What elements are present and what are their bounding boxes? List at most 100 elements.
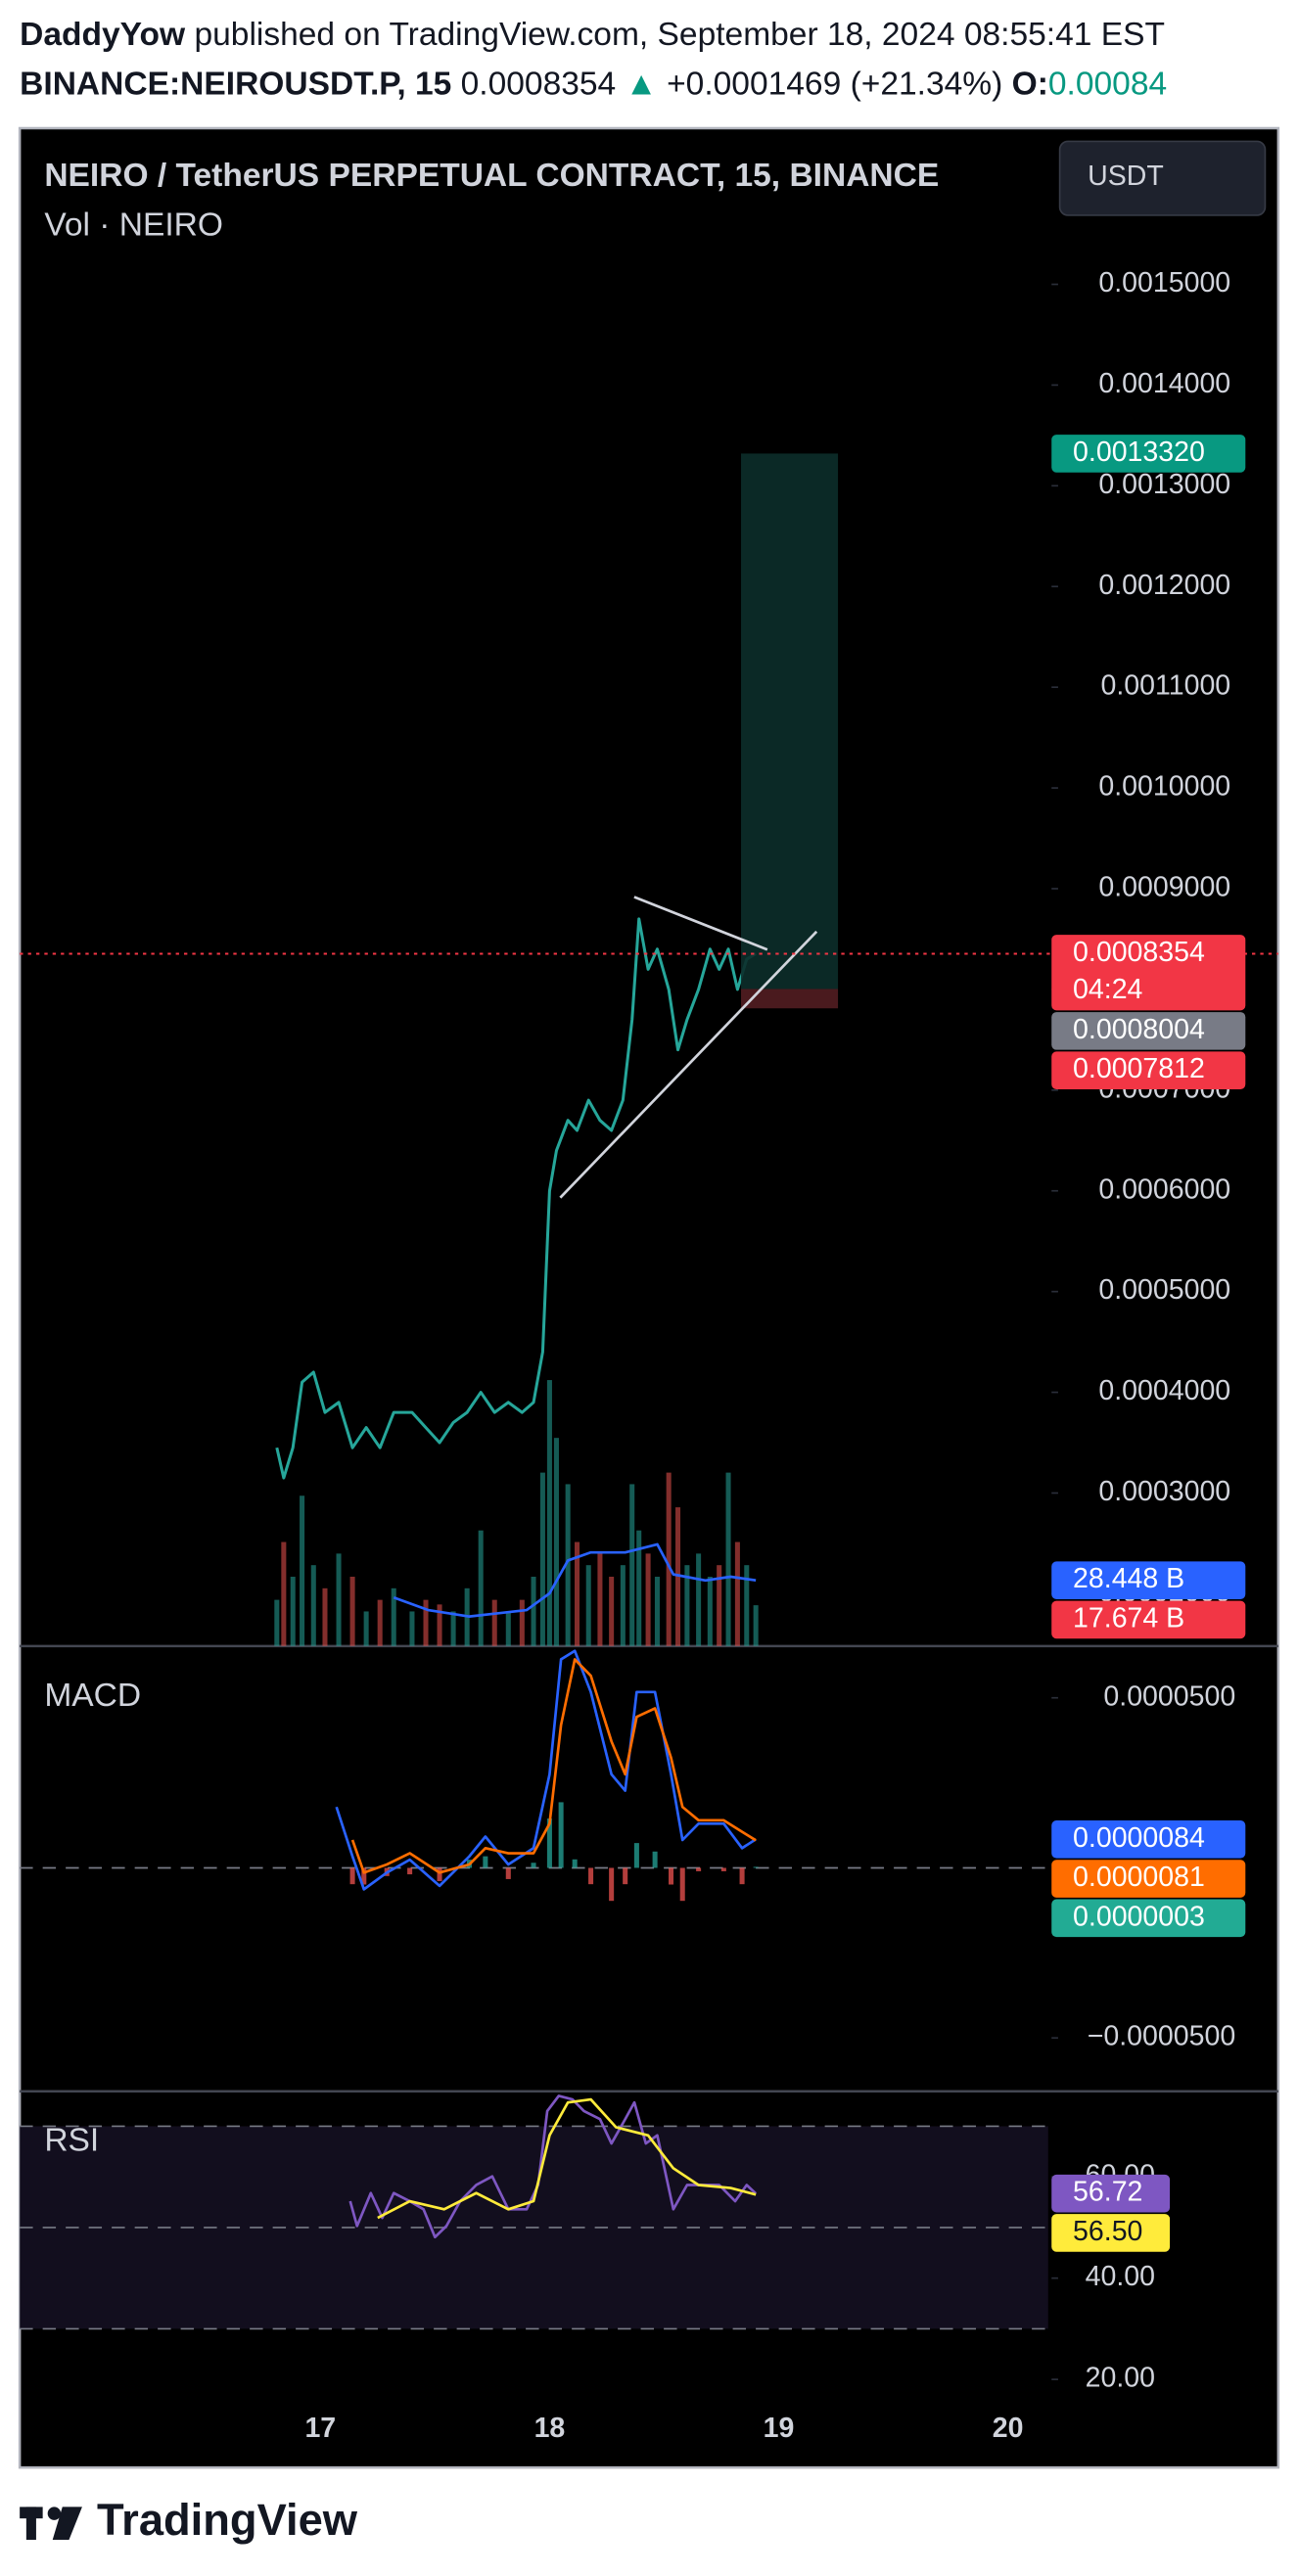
y-tick-label: 0.0014000: [1098, 368, 1230, 399]
histogram-bar: [505, 1867, 511, 1879]
histogram-bar: [668, 1867, 674, 1885]
volume-bar: [310, 1565, 316, 1646]
series-line: [335, 1649, 757, 1891]
open-value: 0.00084: [1048, 66, 1167, 102]
change: +0.0001469 (+21.34%): [667, 66, 1002, 102]
histogram-bar: [652, 1851, 658, 1868]
price-label-box: [1051, 1600, 1246, 1639]
volume-bar: [684, 1565, 690, 1646]
price-pane: [275, 453, 839, 1480]
volume-bar: [491, 1599, 497, 1646]
volume-bar: [363, 1611, 369, 1646]
histogram-bar: [588, 1867, 594, 1885]
volume-bar: [707, 1576, 713, 1646]
histogram-bar: [361, 1867, 367, 1885]
price-label-box: [1051, 1012, 1246, 1050]
histogram-bar: [483, 1856, 488, 1868]
volume-bar: [744, 1565, 750, 1646]
trend-line: [559, 930, 818, 1199]
histogram-bar: [753, 1866, 759, 1868]
volume-bar: [409, 1611, 415, 1646]
y-tick-label: 0.0003000: [1098, 1476, 1230, 1507]
volume-bar: [585, 1565, 591, 1646]
x-tick-label: 17: [304, 2413, 336, 2444]
volume-bar: [505, 1611, 511, 1646]
price-label-box: [1051, 435, 1246, 473]
volume-bar: [753, 1605, 759, 1646]
volume-pane: [274, 1380, 759, 1646]
header-line: DaddyYow published on TradingView.com, S…: [20, 17, 1165, 53]
volume-bar: [450, 1611, 456, 1646]
volume-bar: [336, 1553, 342, 1646]
histogram-bar: [531, 1863, 536, 1868]
last-price: 0.0008354: [461, 66, 617, 102]
chart-frame: [18, 126, 1280, 2469]
volume-title: Vol · NEIRO: [44, 207, 223, 244]
currency-label[interactable]: USDT: [1088, 161, 1164, 192]
histogram-bar: [623, 1867, 628, 1885]
y-tick-label: 0.0006000: [1098, 1173, 1230, 1205]
price-label: 56.50: [1073, 2216, 1142, 2247]
volume-bar: [423, 1599, 429, 1646]
volume-bar: [575, 1541, 580, 1646]
price-label: 0.0008004: [1073, 1014, 1205, 1045]
price-label: 56.72: [1073, 2177, 1142, 2208]
x-tick-label: 19: [764, 2413, 795, 2444]
price-label-box: [1051, 935, 1246, 1011]
volume-bar: [666, 1472, 672, 1646]
price-label-box: [1051, 1819, 1246, 1859]
volume-bar: [629, 1484, 635, 1646]
volume-bar: [546, 1380, 552, 1646]
volume-bar: [725, 1472, 731, 1646]
y-tick-label: 0.0010000: [1098, 771, 1230, 803]
y-tick-label: 0.0012000: [1098, 570, 1230, 601]
price-label: 0.0000003: [1073, 1901, 1205, 1932]
price-label: 0.0007812: [1073, 1053, 1205, 1084]
volume-bar: [322, 1587, 328, 1646]
histogram-bar: [558, 1802, 564, 1868]
volume-bar: [290, 1576, 296, 1646]
macd-title: MACD: [44, 1678, 141, 1714]
price-label: 17.674 B: [1073, 1602, 1184, 1633]
open-label: O:: [1012, 66, 1048, 102]
price-label-box: [1051, 2174, 1171, 2213]
price-label-box: [1051, 1561, 1246, 1599]
price-label-box: [1051, 2214, 1171, 2252]
histogram-bar: [572, 1859, 578, 1868]
volume-bar: [478, 1530, 484, 1646]
series-line: [275, 917, 757, 1480]
volume-bar: [300, 1495, 305, 1646]
countdown-label: 04:24: [1073, 974, 1142, 1005]
volume-bar: [734, 1541, 740, 1646]
y-tick-label: 0.0004000: [1098, 1375, 1230, 1406]
symbol-line: BINANCE:NEIROUSDT.P, 15 0.0008354 ▲ +0.0…: [20, 66, 1167, 102]
macd-pane: [20, 1649, 1048, 1902]
price-label: 0.0008354: [1073, 937, 1205, 968]
currency-button[interactable]: [1058, 140, 1267, 216]
histogram-bar: [720, 1867, 726, 1871]
rsi-title: RSI: [44, 2123, 99, 2159]
volume-bar: [565, 1484, 571, 1646]
histogram-bar: [696, 1867, 702, 1871]
footer-logo: TradingView: [20, 2495, 358, 2545]
series-line: [350, 1658, 757, 1874]
volume-bar: [696, 1553, 702, 1646]
trend-line: [633, 896, 768, 951]
histogram-bar: [349, 1867, 355, 1885]
price-label: 28.448 B: [1073, 1563, 1184, 1594]
histogram-bar: [679, 1867, 685, 1902]
price-label-box: [1051, 1051, 1246, 1089]
volume-bar: [654, 1576, 660, 1646]
y-tick-label: 0.0000500: [1103, 1680, 1235, 1712]
x-tick-label: 20: [993, 2413, 1024, 2444]
y-tick-label: 0.0015000: [1098, 267, 1230, 299]
volume-bar: [636, 1530, 642, 1646]
volume-bar: [531, 1576, 536, 1646]
y-tick-label: 40.00: [1086, 2261, 1155, 2292]
y-tick-label: 0.0005000: [1098, 1274, 1230, 1306]
volume-bar: [281, 1541, 287, 1646]
target-zone: [741, 453, 839, 989]
footer-brand: TradingView: [97, 2495, 358, 2545]
logo-part: [47, 2507, 62, 2520]
